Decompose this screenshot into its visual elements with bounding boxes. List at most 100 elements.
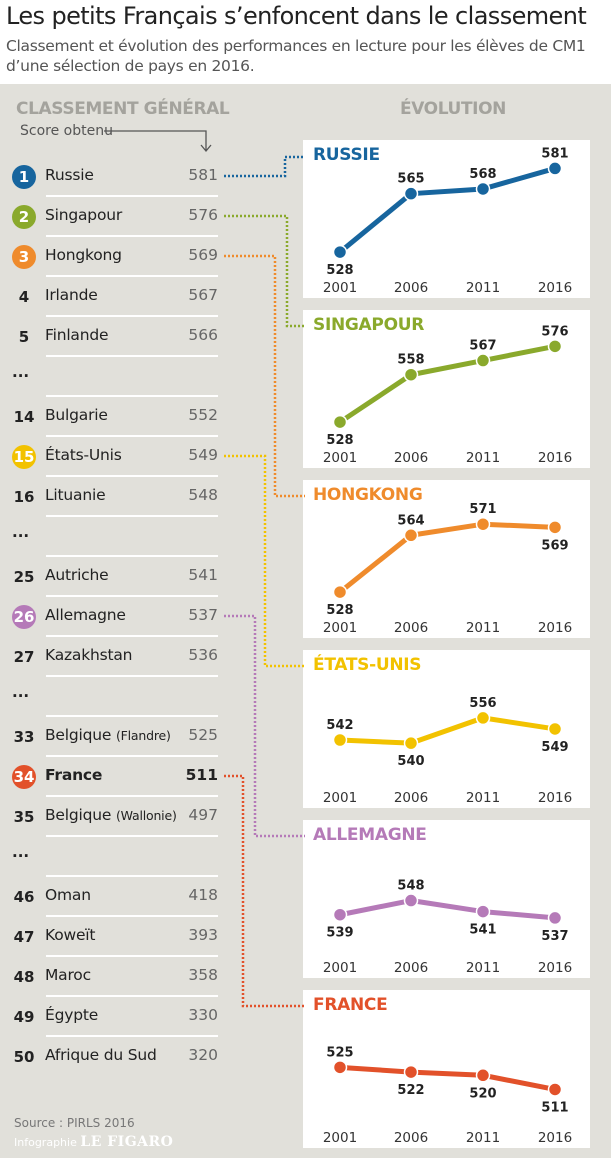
row-divider [46, 515, 218, 517]
ranking-row: 27 Kazakhstan 536 [12, 636, 218, 677]
data-label: 511 [541, 1100, 568, 1115]
data-label: 539 [326, 926, 353, 941]
country-label: États-Unis [45, 446, 122, 464]
country-label: Hongkong [45, 246, 122, 264]
ranking-row: 35 Belgique (Wallonie) 497 [12, 796, 218, 837]
country-label: Koweït [45, 926, 96, 944]
country-name: Irlande [45, 286, 98, 304]
line-chart: 528 2001 564 2006 571 2011 569 2016 [323, 502, 572, 636]
x-tick-label: 2016 [538, 960, 572, 976]
chart-title: FRANCE [313, 995, 388, 1015]
country-label: Belgique [45, 806, 112, 824]
data-label: 576 [541, 324, 568, 339]
score-arrow-icon [104, 130, 212, 153]
country-name: Koweït [45, 926, 95, 944]
row-divider [46, 835, 218, 837]
x-tick-label: 2001 [323, 450, 357, 466]
connector-line [224, 254, 305, 498]
x-tick-label: 2011 [466, 790, 500, 806]
data-point [332, 414, 348, 430]
chart-panel-france: FRANCE 525 2001 522 2006 520 2011 511 2016 [303, 990, 590, 1148]
chart-panel-allemagne: ALLEMAGNE 539 2001 548 2006 541 2011 537 2016 [303, 820, 590, 978]
x-tick-label: 2016 [538, 280, 572, 296]
data-label: 537 [541, 929, 568, 944]
data-label: 567 [469, 339, 496, 354]
x-tick-label: 2001 [323, 960, 357, 976]
rank-number: ... [12, 843, 30, 861]
row-divider [46, 235, 218, 237]
ranking-row: 26 Allemagne 537 [12, 596, 218, 637]
country-name: Russie [45, 166, 94, 184]
country-label: Maroc [45, 966, 91, 984]
row-divider [46, 995, 218, 997]
country-name: France [45, 766, 102, 784]
row-divider [46, 315, 218, 317]
data-point [475, 353, 491, 368]
data-label: 541 [469, 923, 496, 938]
ranking-row: 33 Belgique (Flandre) 525 [12, 716, 218, 757]
rank-number: ... [12, 523, 30, 541]
ranking-row: 34 France 511 [12, 756, 218, 797]
data-point [332, 1060, 348, 1075]
country-note: (Flandre) [115, 728, 171, 743]
data-point [547, 1082, 563, 1097]
ranking-row: 5 Finlande 566 [12, 316, 218, 357]
series-line [339, 898, 556, 921]
country-name: Maroc [45, 966, 91, 984]
country-name: Autriche [45, 566, 109, 584]
country-label: Finlande [45, 326, 109, 344]
ranking-row: ... [12, 836, 218, 877]
series-line [338, 343, 556, 425]
connector-line [224, 614, 305, 838]
x-tick-label: 2006 [394, 960, 428, 976]
country-label: Belgique [45, 726, 112, 744]
line-chart: 525 2001 522 2006 520 2011 511 2016 [323, 1045, 572, 1146]
ranking-row: 14 Bulgarie 552 [12, 396, 218, 437]
rank-number: 50 [13, 1048, 35, 1066]
country-label: Afrique du Sud [45, 1046, 157, 1064]
rank-badge: 34 [12, 765, 36, 789]
rank-badge: 2 [12, 205, 36, 229]
data-label: 556 [469, 696, 496, 711]
row-divider [46, 915, 218, 917]
data-label: 558 [397, 353, 424, 368]
row-divider [46, 675, 218, 677]
source: Source : PIRLS 2016 [14, 1116, 135, 1130]
country-name: Lituanie [45, 486, 106, 504]
data-point [475, 181, 491, 197]
connector-line [224, 155, 305, 178]
country-score: 552 [188, 406, 218, 424]
ranking-row: ... [12, 516, 218, 557]
line-chart: 542 2001 540 2006 556 2011 549 2016 [323, 696, 572, 806]
data-point [403, 893, 419, 908]
country-score: 569 [188, 246, 218, 264]
country-note: (Wallonie) [115, 808, 177, 823]
country-label: Allemagne [45, 606, 126, 624]
ranking-row: 1 Russie 581 [12, 156, 218, 197]
data-label: 569 [541, 538, 568, 553]
data-point [547, 910, 563, 926]
rank-number: 16 [13, 488, 35, 506]
credit-prefix: Infographie [14, 1136, 77, 1149]
ranking-row: 15 États-Unis 549 [12, 436, 218, 477]
rank-number: 14 [13, 408, 35, 426]
ranking-row: 47 Koweït 393 [12, 916, 218, 957]
country-label: Russie [45, 166, 94, 184]
data-label: 528 [326, 433, 353, 448]
rank-badge: 26 [12, 605, 36, 629]
line-chart: 539 2001 548 2006 541 2011 537 2016 [323, 879, 572, 976]
data-label: 542 [326, 718, 353, 733]
country-name: États-Unis [45, 446, 122, 464]
country-score: 576 [188, 206, 218, 224]
data-point [547, 339, 563, 354]
row-divider [46, 795, 218, 797]
row-divider [46, 715, 218, 717]
page-subtitle: Classement et évolution des performances… [6, 37, 586, 75]
data-point [403, 1064, 419, 1080]
chart-panel-états-unis: ÉTATS-UNIS 542 2001 540 2006 556 2011 549 2016 [303, 650, 590, 808]
data-point [475, 1068, 491, 1083]
data-label: 564 [397, 513, 424, 528]
row-divider [46, 395, 218, 397]
rank-number: 4 [18, 288, 30, 306]
x-tick-label: 2006 [394, 450, 428, 466]
